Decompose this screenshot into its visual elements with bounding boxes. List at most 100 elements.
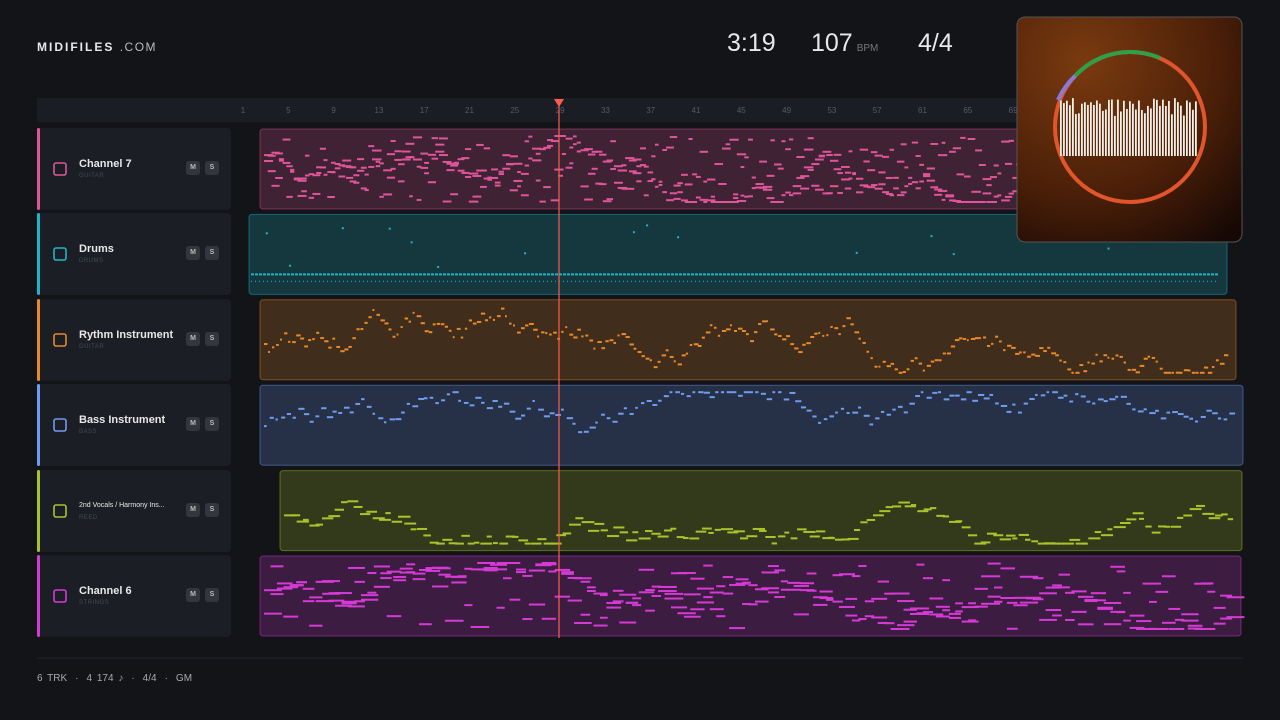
- note: [800, 175, 810, 178]
- clip: [259, 299, 1237, 381]
- note: [774, 569, 786, 572]
- note: [632, 158, 642, 161]
- note: [993, 586, 1003, 589]
- solo-button[interactable]: S: [205, 246, 219, 261]
- solo-button[interactable]: S: [205, 161, 219, 175]
- note: [926, 364, 931, 367]
- note: [710, 201, 715, 203]
- note: [1155, 628, 1169, 630]
- note: [521, 414, 526, 417]
- note: [1226, 596, 1245, 599]
- note: [1136, 620, 1152, 623]
- track-instrument: GUITAR: [79, 173, 105, 179]
- solo-button[interactable]: S: [205, 331, 219, 346]
- solo-button[interactable]: S: [205, 417, 219, 432]
- track-header: Channel 7 GUITAR M S: [37, 128, 231, 210]
- note: [450, 193, 459, 196]
- mute-button[interactable]: M: [186, 246, 200, 261]
- note: [1055, 354, 1059, 357]
- note: [538, 408, 544, 411]
- wave-bar: [1147, 105, 1149, 156]
- track-icon: [53, 418, 67, 432]
- note: [1113, 526, 1126, 529]
- solo-button[interactable]: S: [205, 588, 219, 602]
- mute-button[interactable]: M: [186, 161, 200, 175]
- note: [955, 520, 963, 523]
- note: [697, 345, 702, 348]
- note: [376, 313, 380, 316]
- note: [997, 194, 1002, 197]
- wave-bar: [1138, 100, 1140, 156]
- note: [505, 535, 516, 538]
- note: [770, 201, 775, 203]
- note: [344, 348, 349, 351]
- note: [315, 600, 334, 603]
- note: [1052, 584, 1062, 587]
- note: [1027, 355, 1031, 358]
- note: [637, 351, 642, 354]
- note: [324, 340, 329, 343]
- note: [566, 417, 574, 420]
- note: [793, 613, 809, 616]
- note: [1018, 533, 1029, 536]
- note: [386, 615, 402, 618]
- note: [778, 335, 782, 338]
- brand-suffix: .COM: [119, 40, 158, 54]
- note: [826, 192, 833, 195]
- note: [1147, 355, 1151, 358]
- note: [1097, 606, 1113, 609]
- note: [722, 576, 734, 579]
- note: [515, 568, 527, 571]
- note: [796, 176, 805, 179]
- note: [1101, 534, 1114, 537]
- note: [867, 169, 876, 172]
- note: [517, 185, 521, 188]
- note: [814, 332, 818, 335]
- note: [885, 506, 894, 509]
- note: [569, 162, 574, 165]
- note: [916, 563, 925, 566]
- note: [766, 197, 775, 200]
- note: [902, 371, 906, 374]
- mute-button[interactable]: M: [186, 588, 200, 602]
- note: [838, 606, 855, 609]
- note: [396, 333, 399, 336]
- mute-button[interactable]: M: [186, 502, 200, 517]
- note: [467, 542, 475, 545]
- note: [929, 597, 944, 600]
- wave-bar: [1090, 102, 1092, 156]
- note: [870, 151, 878, 154]
- note: [264, 612, 282, 615]
- note: [541, 617, 557, 620]
- note: [1164, 525, 1171, 528]
- note: [1217, 417, 1222, 420]
- note: [860, 521, 868, 524]
- note: [754, 588, 769, 591]
- note: [332, 337, 336, 340]
- mute-button[interactable]: M: [186, 331, 200, 346]
- mute-button[interactable]: M: [186, 417, 200, 432]
- note: [709, 608, 724, 611]
- note: [778, 391, 782, 394]
- note: [748, 138, 753, 141]
- note: [922, 577, 934, 580]
- note: [290, 514, 301, 517]
- note: [493, 542, 498, 545]
- note: [386, 153, 396, 156]
- note: [1000, 596, 1015, 599]
- note: [1037, 542, 1050, 545]
- playhead-handle[interactable]: [554, 99, 564, 107]
- note: [864, 600, 875, 603]
- note: [524, 252, 527, 255]
- note: [688, 201, 693, 203]
- track-instrument: DRUMS: [79, 258, 104, 265]
- note: [993, 600, 1003, 603]
- note: [869, 423, 874, 426]
- note: [877, 580, 890, 583]
- solo-button[interactable]: S: [205, 502, 219, 517]
- note: [331, 171, 336, 174]
- note: [419, 623, 432, 626]
- note: [949, 199, 956, 202]
- note: [1149, 412, 1156, 415]
- note: [993, 195, 999, 198]
